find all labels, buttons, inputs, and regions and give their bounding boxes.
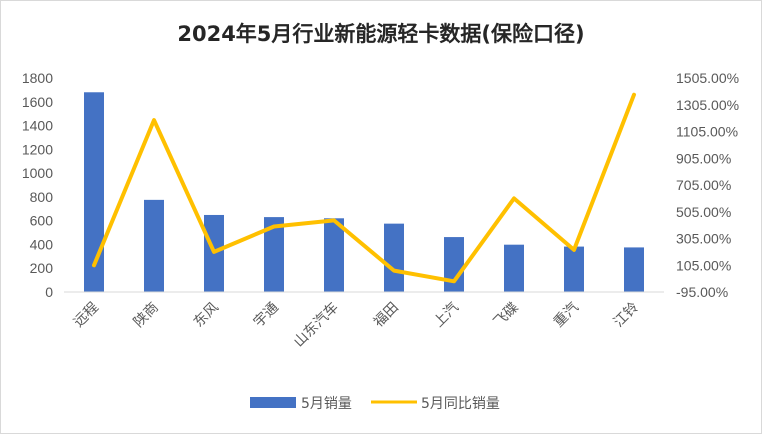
chart-title: 2024年5月行业新能源轻卡数据(保险口径) (177, 22, 584, 46)
left-axis: 0 200 400 600 800 1000 1200 1400 1600 1800 (22, 70, 53, 300)
line-series (92, 92, 636, 284)
right-tick-label: 105.00% (676, 257, 731, 273)
legend-label-bar: 5月销量 (301, 396, 352, 412)
category-label: 福田 (371, 300, 402, 331)
right-tick-label: -95.00% (676, 284, 728, 300)
category-label: 陕商 (131, 300, 162, 331)
left-tick-label: 800 (30, 189, 54, 205)
left-tick-label: 200 (30, 260, 54, 276)
legend-label-line: 5月同比销量 (421, 396, 500, 412)
category-label: 飞碟 (491, 300, 522, 331)
category-label: 重汽 (551, 300, 582, 331)
right-tick-label: 305.00% (676, 231, 731, 247)
category-label: 远程 (71, 300, 102, 331)
bar (564, 246, 584, 292)
bar (504, 244, 524, 292)
left-tick-label: 1200 (22, 141, 53, 157)
right-tick-label: 505.00% (676, 204, 731, 220)
right-tick-label: 705.00% (676, 177, 731, 193)
category-label: 江铃 (611, 300, 642, 331)
bar-series (84, 92, 644, 293)
left-tick-label: 1800 (22, 70, 53, 86)
category-label: 宇通 (251, 300, 282, 331)
category-label: 山东汽车 (290, 299, 342, 351)
left-tick-label: 1400 (22, 118, 53, 134)
left-tick-label: 600 (30, 213, 54, 229)
right-tick-label: 905.00% (676, 150, 731, 166)
right-axis: -95.00% 105.00% 305.00% 505.00% 705.00% 905.0… (676, 70, 739, 300)
right-tick-label: 1505.00% (676, 70, 739, 86)
right-tick-label: 1105.00% (676, 124, 738, 140)
bar (624, 247, 644, 292)
bar (324, 218, 344, 292)
bar (144, 199, 164, 292)
category-axis: 远程 陕商 东风 宇通 山东汽车 福田 上汽 飞碟 重汽 江铃 (64, 291, 664, 351)
bar (84, 92, 104, 293)
left-tick-label: 1600 (22, 94, 53, 110)
bar (264, 217, 284, 292)
left-tick-label: 400 (30, 236, 54, 252)
category-label: 东风 (191, 300, 222, 331)
legend-swatch-bar (250, 397, 296, 408)
legend: 5月销量 5月同比销量 (250, 396, 500, 412)
left-tick-label: 0 (45, 284, 53, 300)
category-label: 上汽 (431, 300, 462, 331)
left-tick-label: 1000 (22, 165, 53, 181)
line-path (92, 92, 636, 284)
bar (384, 223, 404, 292)
right-tick-label: 1305.00% (676, 97, 739, 113)
bar (444, 237, 464, 292)
